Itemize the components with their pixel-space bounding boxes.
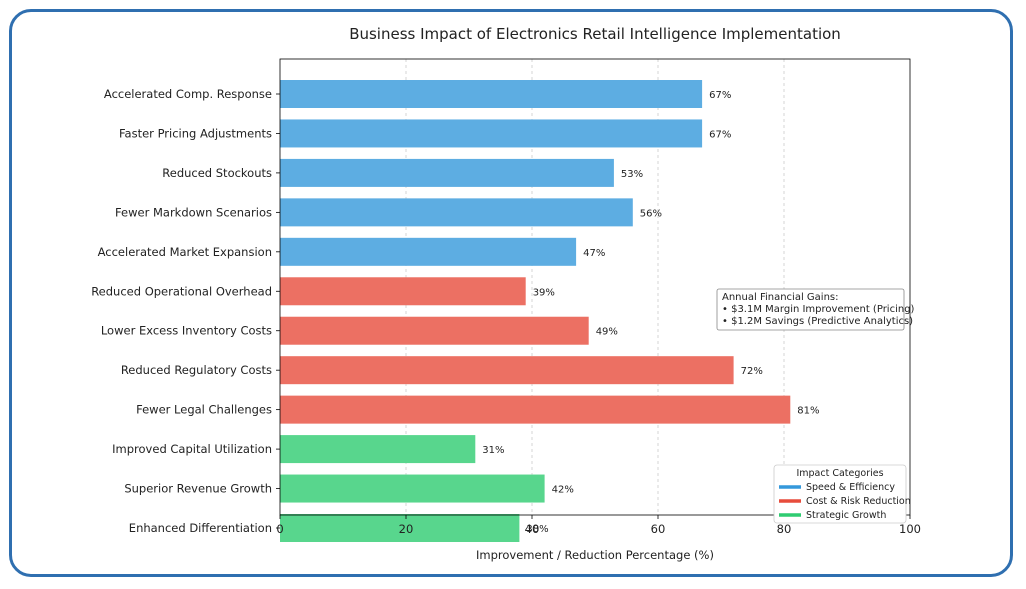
bar-value-label: 38%	[526, 524, 548, 535]
category-label: Reduced Stockouts	[162, 166, 272, 180]
bar	[280, 435, 476, 464]
bar-value-label: 67%	[709, 90, 731, 101]
category-label: Accelerated Comp. Response	[104, 87, 272, 101]
category-label: Reduced Operational Overhead	[91, 284, 272, 298]
bar	[280, 356, 734, 385]
legend-label-speed: Speed & Efficiency	[806, 482, 895, 493]
legend-label-cost: Cost & Risk Reduction	[806, 496, 911, 507]
bar-value-label: 42%	[552, 485, 574, 496]
bar	[280, 277, 526, 306]
bar-value-label: 49%	[596, 327, 618, 338]
bar-value-label: 81%	[797, 406, 819, 417]
x-axis-label: Improvement / Reduction Percentage (%)	[476, 548, 714, 562]
x-tick-label: 40	[525, 522, 540, 536]
bar	[280, 316, 589, 345]
category-label: Improved Capital Utilization	[112, 442, 272, 456]
bar-value-label: 31%	[482, 445, 504, 456]
bar	[280, 474, 545, 503]
x-tick-label: 60	[651, 522, 666, 536]
bar	[280, 119, 703, 148]
chart-title: Business Impact of Electronics Retail In…	[349, 25, 841, 43]
bar	[280, 80, 703, 108]
x-tick-label: 20	[399, 522, 414, 536]
bar-value-label: 56%	[640, 208, 662, 219]
legend: Impact Categories Speed & Efficiency Cos…	[773, 464, 911, 524]
bar	[280, 198, 633, 227]
x-tick-label: 80	[777, 522, 792, 536]
annotation-line: • $3.1M Margin Improvement (Pricing)	[722, 304, 915, 315]
bar-value-label: 39%	[533, 287, 555, 298]
x-tick-label: 100	[899, 522, 921, 536]
bar	[280, 237, 577, 266]
bar-value-label: 67%	[709, 129, 731, 140]
category-label: Fewer Legal Challenges	[136, 403, 272, 417]
category-label: Lower Excess Inventory Costs	[101, 324, 272, 338]
annotation-box: Annual Financial Gains: • $3.1M Margin I…	[716, 288, 915, 331]
bar-value-label: 53%	[621, 169, 643, 180]
legend-label-growth: Strategic Growth	[806, 510, 886, 521]
category-label: Reduced Regulatory Costs	[121, 363, 272, 377]
category-label: Accelerated Market Expansion	[98, 245, 272, 259]
legend-title: Impact Categories	[796, 468, 883, 479]
bar-value-label: 72%	[741, 366, 763, 377]
bar-value-label: 47%	[583, 248, 605, 259]
annotation-line: • $1.2M Savings (Predictive Analytics)	[722, 316, 913, 327]
bar	[280, 158, 614, 187]
annotation-line: Annual Financial Gains:	[722, 292, 838, 303]
category-label: Fewer Markdown Scenarios	[115, 205, 272, 219]
category-label: Superior Revenue Growth	[124, 482, 272, 496]
plot-area	[279, 58, 911, 516]
category-label: Faster Pricing Adjustments	[119, 126, 272, 140]
category-label: Enhanced Differentiation	[129, 521, 272, 535]
bar	[280, 514, 520, 542]
bar	[280, 395, 791, 424]
x-tick-label: 0	[276, 522, 283, 536]
